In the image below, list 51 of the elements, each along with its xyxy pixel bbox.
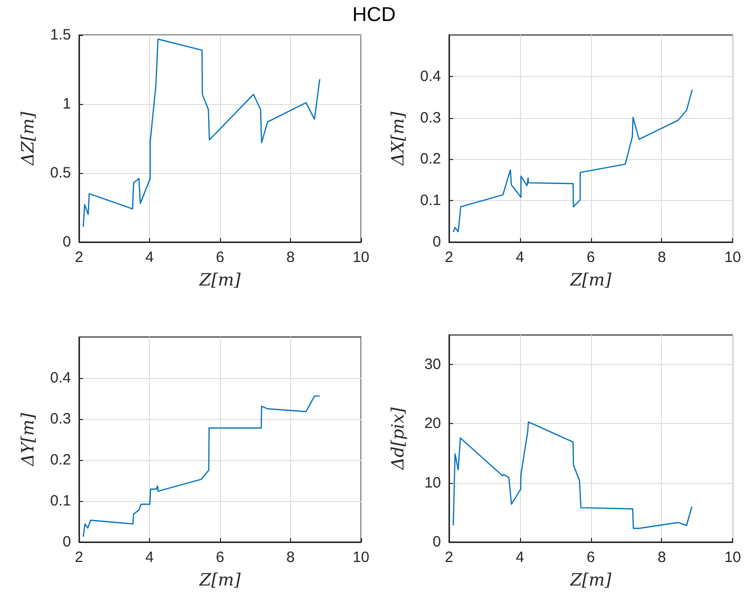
x-tick-label: 8 xyxy=(286,249,295,266)
y-tick-label: 1 xyxy=(62,96,71,112)
x-tick-label: 10 xyxy=(352,249,370,266)
x-axis-title: Z[m] xyxy=(569,270,612,290)
y-tick-label: 0 xyxy=(62,234,71,250)
y-tick-label: 20 xyxy=(424,415,441,432)
y-tick-label: 30 xyxy=(424,356,441,374)
line-series xyxy=(452,89,693,233)
y-axis-title: Δd[pix] xyxy=(388,406,408,471)
y-tick-label: 0 xyxy=(62,534,71,550)
x-tick-label: 6 xyxy=(216,549,224,566)
x-tick-label: 4 xyxy=(145,249,154,266)
x-axis-title: Z[m] xyxy=(198,270,241,290)
y-tick-label: 0 xyxy=(432,534,441,550)
y-tick-label: 10 xyxy=(424,474,441,492)
x-tick-label: 6 xyxy=(586,549,595,566)
chart-title: HCD xyxy=(351,4,397,27)
y-tick-label: 0.2 xyxy=(50,452,71,468)
x-tick-label: 8 xyxy=(658,249,666,266)
x-tick-label: 4 xyxy=(516,549,524,566)
line-series xyxy=(452,421,692,529)
x-tick-label: 10 xyxy=(724,549,741,566)
x-tick-label: 10 xyxy=(724,249,741,266)
x-axis-title: Z[m] xyxy=(569,570,612,590)
line-series xyxy=(82,395,320,538)
x-tick-label: 8 xyxy=(286,549,295,566)
y-tick-label: 0.1 xyxy=(420,192,441,210)
y-tick-label: 0.3 xyxy=(50,410,71,428)
x-tick-label: 4 xyxy=(145,549,154,566)
y-tick-label: 0.4 xyxy=(420,68,441,85)
line-series xyxy=(82,38,320,228)
x-tick-label: 2 xyxy=(444,249,454,266)
y-axis-title: ΔX[m] xyxy=(388,111,408,166)
x-tick-label: 2 xyxy=(444,549,454,566)
x-tick-label: 6 xyxy=(586,249,595,266)
x-axis-title: Z[m] xyxy=(198,570,241,590)
y-tick-label: 1.5 xyxy=(50,26,71,44)
y-tick-label: 0.5 xyxy=(50,164,71,182)
x-tick-label: 2 xyxy=(74,549,84,566)
x-tick-label: 4 xyxy=(516,249,524,266)
y-axis-title: ΔY[m] xyxy=(18,412,38,467)
x-tick-label: 8 xyxy=(658,549,666,566)
y-tick-label: 0 xyxy=(432,234,441,250)
y-tick-label: 0.4 xyxy=(50,370,71,386)
y-tick-label: 0.2 xyxy=(420,150,441,168)
x-tick-label: 10 xyxy=(352,549,370,566)
y-tick-label: 0.1 xyxy=(50,492,71,510)
y-axis-title: ΔZ[m] xyxy=(18,111,38,166)
x-tick-label: 2 xyxy=(74,249,84,266)
y-tick-label: 0.3 xyxy=(420,109,441,126)
x-tick-label: 6 xyxy=(216,249,224,266)
